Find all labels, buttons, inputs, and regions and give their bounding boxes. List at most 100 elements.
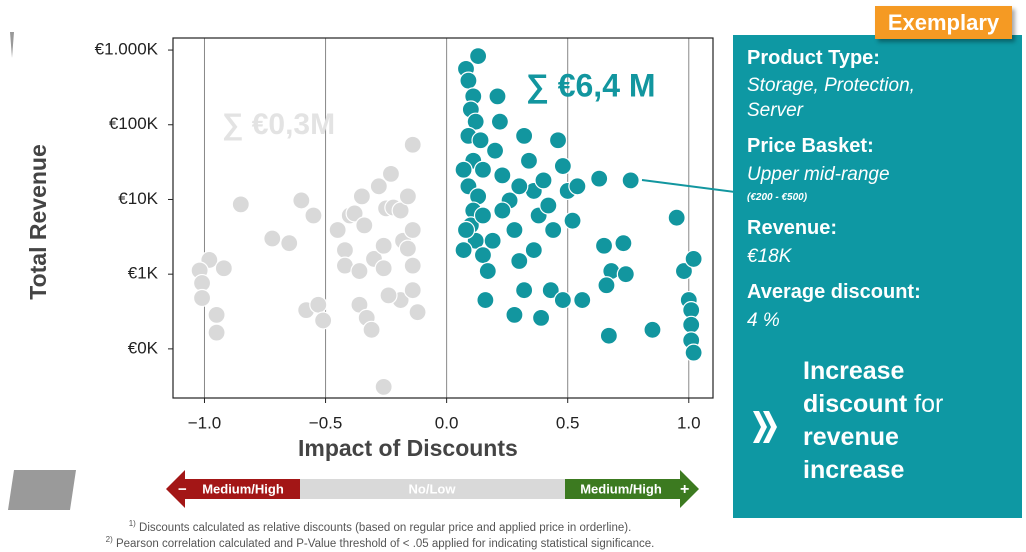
scale-right xyxy=(565,470,699,508)
scatter-point xyxy=(362,320,381,339)
scale-middle xyxy=(300,479,565,499)
footnote-text: Pearson correlation calculated and P-Val… xyxy=(115,537,655,550)
panel-value: €18K xyxy=(747,246,792,267)
scatter-point xyxy=(309,295,328,314)
scatter-point xyxy=(510,251,529,271)
scatter-point xyxy=(544,220,563,240)
annotation: ∑ €0,3M xyxy=(222,108,335,141)
scatter-point xyxy=(403,135,422,154)
scatter-point xyxy=(590,169,609,188)
chart: Impact of Discounts Total Revenue ∑ €0,3… xyxy=(8,32,733,510)
action-word: for xyxy=(914,390,944,418)
scatter-point xyxy=(374,236,393,255)
scatter-point xyxy=(515,281,534,300)
footnote: 2) Pearson correlation calculated and P-… xyxy=(0,535,760,550)
decoration xyxy=(8,470,76,510)
decoration xyxy=(10,32,14,58)
scatter-point xyxy=(214,259,233,278)
scatter-point xyxy=(314,311,333,330)
scatter-point xyxy=(345,204,364,223)
scatter-point xyxy=(379,286,398,305)
scatter-point xyxy=(674,261,694,281)
x-tick-label: −1.0 xyxy=(188,413,222,432)
scatter-point xyxy=(621,171,640,190)
scatter-point xyxy=(352,187,371,206)
panel-value: 4 % xyxy=(747,310,780,331)
footnote-mark: 1) xyxy=(128,519,136,528)
scatter-point xyxy=(207,305,226,324)
scatter-point xyxy=(667,208,686,227)
scatter-point xyxy=(398,187,417,206)
scatter-point xyxy=(534,171,553,190)
scatter-point xyxy=(469,47,488,66)
scatter-point xyxy=(684,249,703,269)
x-tick-label: 0.0 xyxy=(435,413,459,432)
scatter-point xyxy=(466,112,485,131)
footnote-text: Discounts calculated as relative discoun… xyxy=(139,521,632,534)
scatter-point xyxy=(381,164,401,183)
scatter-point xyxy=(515,126,534,145)
scatter-point xyxy=(505,305,524,324)
scatter-point xyxy=(473,246,493,265)
scatter-point xyxy=(553,290,572,310)
scatter-point xyxy=(403,256,422,275)
scatter-point xyxy=(350,261,369,281)
chevron-icon xyxy=(753,411,777,443)
scatter-point xyxy=(643,320,662,339)
scatter-point xyxy=(573,290,592,310)
scatter-point xyxy=(548,131,568,150)
scatter-point xyxy=(483,231,502,250)
scatter-point xyxy=(374,377,393,396)
callout-line xyxy=(641,179,733,193)
scale-label: Medium/High xyxy=(580,481,662,496)
scatter-point xyxy=(292,191,311,210)
action-word: Increase xyxy=(803,357,905,385)
scatter-point xyxy=(408,303,427,322)
badge: Exemplary xyxy=(875,6,1012,39)
scatter-point xyxy=(616,265,635,284)
scatter-point xyxy=(493,201,512,220)
scatter-point xyxy=(599,326,618,345)
panel-value: Upper mid-range xyxy=(747,164,890,185)
scatter-point xyxy=(531,308,551,327)
scatter-point xyxy=(539,196,558,215)
scale-label: No/Low xyxy=(409,481,457,496)
panel-label: Price Basket: xyxy=(747,135,874,157)
action-word: discount xyxy=(803,390,908,418)
scale-sign: − xyxy=(178,481,187,498)
x-tick-label: −0.5 xyxy=(309,413,343,432)
scatter-point xyxy=(473,160,493,179)
scatter-point xyxy=(563,211,582,230)
scatter-point xyxy=(454,240,473,260)
action-text: Increase discount for revenue increase xyxy=(803,355,943,487)
scatter-point xyxy=(614,234,633,253)
scatter-point xyxy=(403,281,422,300)
scale-left xyxy=(166,470,300,508)
scatter-point xyxy=(519,151,539,170)
scatter-point xyxy=(374,259,393,278)
x-axis-label: Impact of Discounts xyxy=(298,435,518,461)
scatter-point xyxy=(335,240,355,260)
y-tick-label: €0K xyxy=(128,338,159,357)
scatter-point xyxy=(471,131,490,150)
scatter-point xyxy=(524,240,543,260)
y-tick-label: €1K xyxy=(128,264,159,283)
y-axis-label: Total Revenue xyxy=(25,144,51,300)
scatter-point xyxy=(304,206,323,225)
panel-label: Product Type: xyxy=(747,47,880,69)
x-tick-label: 1.0 xyxy=(677,413,701,432)
scatter-point xyxy=(594,236,614,255)
scatter-point xyxy=(398,239,417,258)
scatter-point xyxy=(280,234,299,253)
scatter-point xyxy=(403,220,422,240)
scatter-point xyxy=(459,71,478,90)
panel-value: Storage, Protection, Server xyxy=(747,75,915,121)
scatter-point xyxy=(510,177,529,196)
scale-label: Medium/High xyxy=(202,481,284,496)
scatter-point xyxy=(456,220,476,240)
scatter-point xyxy=(391,201,410,220)
y-tick-label: €10K xyxy=(118,189,158,208)
scatter-point xyxy=(493,166,512,185)
panel-note: (€200 - €500) xyxy=(747,192,808,203)
